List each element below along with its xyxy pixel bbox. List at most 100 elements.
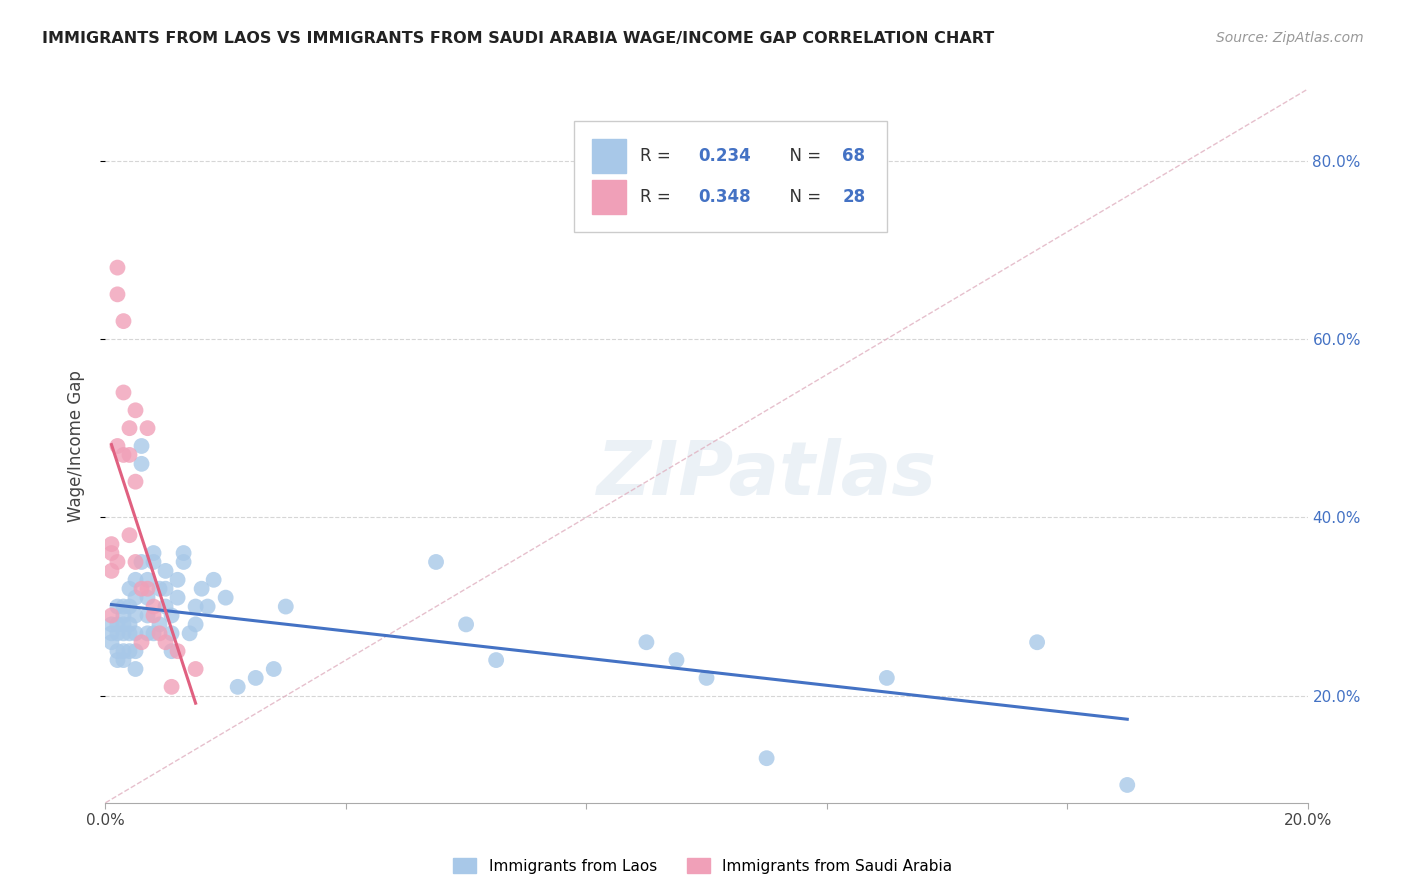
Point bbox=[124, 626, 146, 640]
Text: IMMIGRANTS FROM LAOS VS IMMIGRANTS FROM SAUDI ARABIA WAGE/INCOME GAP CORRELATION: IMMIGRANTS FROM LAOS VS IMMIGRANTS FROM … bbox=[42, 31, 994, 46]
Text: N =: N = bbox=[779, 147, 825, 165]
Point bbox=[876, 671, 898, 685]
Point bbox=[100, 617, 122, 632]
Point bbox=[100, 564, 122, 578]
Point bbox=[112, 599, 135, 614]
Point bbox=[107, 260, 129, 275]
Point bbox=[155, 564, 177, 578]
Point bbox=[179, 626, 201, 640]
Point bbox=[166, 644, 188, 658]
Point bbox=[166, 573, 188, 587]
Point bbox=[142, 608, 165, 623]
Text: 0.234: 0.234 bbox=[699, 147, 751, 165]
Text: Source: ZipAtlas.com: Source: ZipAtlas.com bbox=[1216, 31, 1364, 45]
Text: R =: R = bbox=[640, 147, 676, 165]
Point bbox=[142, 626, 165, 640]
Point bbox=[142, 599, 165, 614]
Point bbox=[755, 751, 778, 765]
FancyBboxPatch shape bbox=[574, 121, 887, 232]
Point bbox=[100, 537, 122, 551]
Point bbox=[184, 662, 207, 676]
Text: 68: 68 bbox=[842, 147, 865, 165]
Point bbox=[107, 287, 129, 301]
Point bbox=[124, 591, 146, 605]
Point bbox=[665, 653, 688, 667]
Point bbox=[124, 662, 146, 676]
Point bbox=[136, 421, 159, 435]
Point bbox=[124, 573, 146, 587]
Point bbox=[131, 582, 153, 596]
Text: 0.348: 0.348 bbox=[699, 188, 751, 206]
Point bbox=[136, 626, 159, 640]
Point bbox=[124, 475, 146, 489]
Point bbox=[131, 439, 153, 453]
Point bbox=[118, 599, 141, 614]
Text: 28: 28 bbox=[842, 188, 866, 206]
Point bbox=[184, 599, 207, 614]
Point bbox=[160, 608, 183, 623]
Point bbox=[112, 314, 135, 328]
Point bbox=[142, 546, 165, 560]
Point bbox=[124, 403, 146, 417]
Point bbox=[184, 617, 207, 632]
Point bbox=[131, 555, 153, 569]
Point bbox=[148, 617, 170, 632]
Point bbox=[107, 644, 129, 658]
Text: R =: R = bbox=[640, 188, 676, 206]
Point bbox=[274, 599, 297, 614]
Point bbox=[202, 573, 225, 587]
Point bbox=[136, 573, 159, 587]
Point bbox=[131, 457, 153, 471]
Point bbox=[696, 671, 718, 685]
Point bbox=[454, 617, 477, 632]
Point bbox=[155, 582, 177, 596]
Point bbox=[107, 626, 129, 640]
Point bbox=[160, 626, 183, 640]
Point bbox=[118, 644, 141, 658]
Point bbox=[100, 626, 122, 640]
Point bbox=[107, 653, 129, 667]
Point bbox=[485, 653, 508, 667]
Point bbox=[124, 555, 146, 569]
Point bbox=[173, 546, 195, 560]
Point bbox=[148, 582, 170, 596]
Point bbox=[107, 555, 129, 569]
Point bbox=[112, 644, 135, 658]
Point bbox=[112, 617, 135, 632]
Bar bbox=[592, 180, 626, 214]
Point bbox=[155, 635, 177, 649]
Point bbox=[190, 582, 212, 596]
Point bbox=[100, 608, 122, 623]
Point bbox=[112, 626, 135, 640]
Point bbox=[118, 582, 141, 596]
Point bbox=[100, 635, 122, 649]
Point bbox=[112, 653, 135, 667]
Point bbox=[136, 591, 159, 605]
Legend: Immigrants from Laos, Immigrants from Saudi Arabia: Immigrants from Laos, Immigrants from Sa… bbox=[447, 852, 959, 880]
Point bbox=[636, 635, 658, 649]
Point bbox=[263, 662, 285, 676]
Point bbox=[124, 608, 146, 623]
Point bbox=[197, 599, 219, 614]
Point bbox=[173, 555, 195, 569]
Point bbox=[118, 528, 141, 542]
Point bbox=[425, 555, 447, 569]
Y-axis label: Wage/Income Gap: Wage/Income Gap bbox=[66, 370, 84, 522]
Point bbox=[118, 448, 141, 462]
Point bbox=[107, 599, 129, 614]
Bar bbox=[592, 139, 626, 173]
Point bbox=[118, 626, 141, 640]
Point bbox=[245, 671, 267, 685]
Point bbox=[1116, 778, 1139, 792]
Point bbox=[107, 439, 129, 453]
Point bbox=[124, 644, 146, 658]
Point bbox=[112, 385, 135, 400]
Point bbox=[136, 608, 159, 623]
Point bbox=[214, 591, 236, 605]
Point bbox=[131, 635, 153, 649]
Point bbox=[136, 582, 159, 596]
Text: ZIPatlas: ZIPatlas bbox=[596, 438, 936, 511]
Text: N =: N = bbox=[779, 188, 825, 206]
Point bbox=[107, 617, 129, 632]
Point bbox=[160, 644, 183, 658]
